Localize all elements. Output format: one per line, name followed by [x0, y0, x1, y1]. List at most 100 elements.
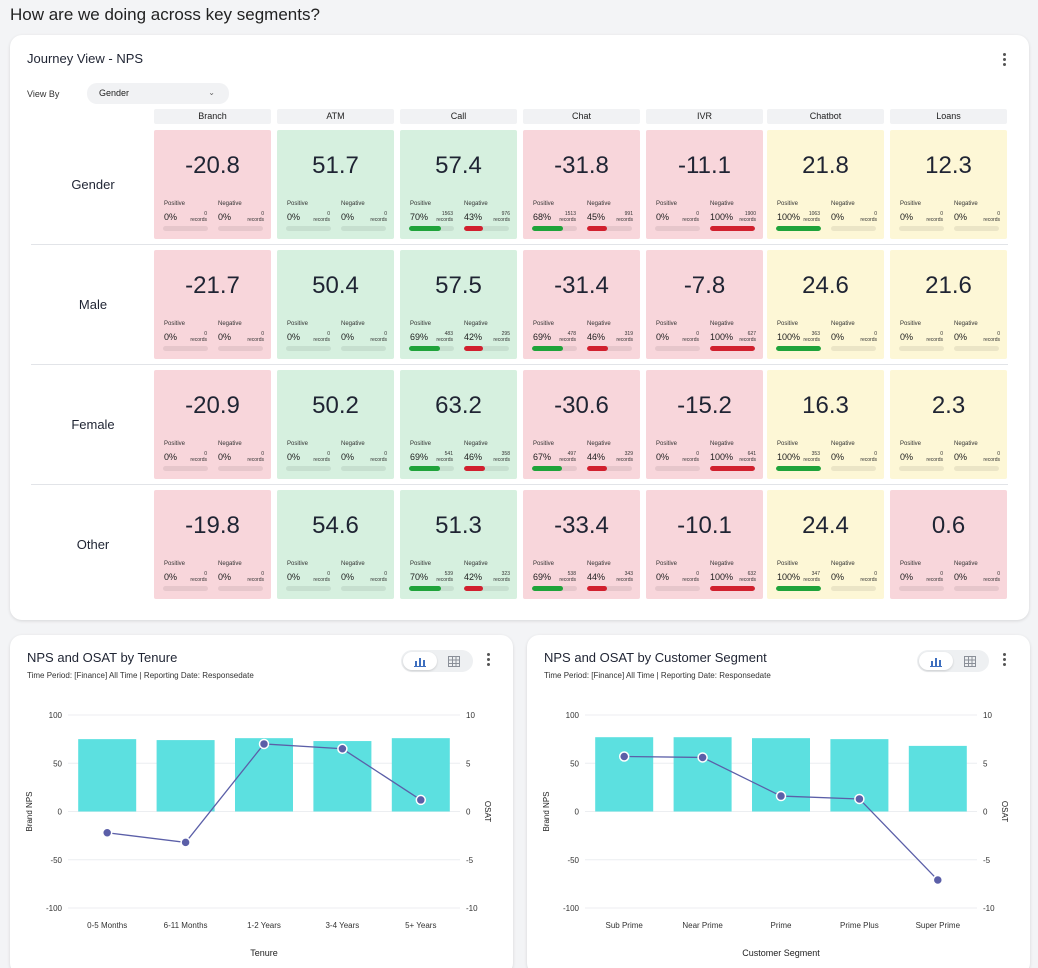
nps-cell-gender-atm[interactable]: 51.7 Positive Negative 0% 0 records 0% 0 records: [277, 130, 394, 239]
positive-percent: 0%: [900, 572, 914, 582]
records-label: records: [739, 457, 756, 463]
negative-records: 358 records: [486, 451, 510, 463]
nps-cell-other-ivr[interactable]: -10.1 Positive Negative 0% 0 records 100% 632 re…: [646, 490, 763, 599]
nps-cell-other-chat[interactable]: -33.4 Positive Negative 69% 538 records 44% 343…: [523, 490, 640, 599]
positive-records-count: 478: [567, 331, 576, 337]
records-label: records: [860, 457, 877, 463]
y2-tick-label: 0: [983, 808, 988, 817]
negative-percent: 0%: [218, 212, 232, 222]
positive-label: Positive: [287, 201, 309, 207]
records-label: records: [616, 217, 633, 223]
negative-progress-bar: [464, 226, 509, 231]
positive-progress-bar: [286, 466, 331, 471]
journey-more-options-icon[interactable]: [997, 51, 1011, 69]
positive-records-count: 0: [940, 331, 943, 337]
records-label: records: [493, 217, 510, 223]
nps-cell-other-chatbot[interactable]: 24.4 Positive Negative 100% 347 records 0% 0 rec…: [767, 490, 884, 599]
negative-percent: 100%: [710, 212, 734, 222]
records-label: records: [803, 217, 820, 223]
nps-cell-gender-chatbot[interactable]: 21.8 Positive Negative 100% 1063 records 0% 0 re…: [767, 130, 884, 239]
negative-records-count: 319: [624, 331, 633, 337]
negative-label: Negative: [710, 441, 734, 447]
nps-value: 57.4: [435, 152, 482, 179]
nps-cell-other-loans[interactable]: 0.6 Positive Negative 0% 0 records 0% 0 records: [890, 490, 1007, 599]
nps-cell-female-loans[interactable]: 2.3 Positive Negative 0% 0 records 0% 0 records: [890, 370, 1007, 479]
table-icon[interactable]: [953, 652, 987, 670]
column-header-chat: Chat: [523, 109, 640, 124]
positive-progress-bar: [655, 226, 700, 231]
positive-progress-bar: [163, 466, 208, 471]
positive-records-count: 0: [204, 451, 207, 457]
positive-percent: 69%: [533, 332, 552, 342]
records-label: records: [682, 457, 699, 463]
bar-chart-icon[interactable]: [403, 652, 437, 670]
positive-label: Positive: [656, 441, 678, 447]
x-tick-label: 3-4 Years: [325, 921, 359, 930]
bar-chart-icon[interactable]: [919, 652, 953, 670]
nps-value: -19.8: [185, 512, 240, 539]
negative-records-count: 295: [501, 331, 510, 337]
negative-records: 627 records: [732, 331, 756, 343]
negative-records: 991 records: [609, 211, 633, 223]
nps-cell-gender-chat[interactable]: -31.8 Positive Negative 68% 1513 records 45% 99…: [523, 130, 640, 239]
y-tick-label: 100: [49, 711, 63, 720]
nps-cell-other-call[interactable]: 51.3 Positive Negative 70% 539 records 42% 323 r…: [400, 490, 517, 599]
positive-progress-bar: [532, 226, 577, 231]
positive-records: 0 records: [183, 451, 207, 463]
positive-percent: 70%: [410, 212, 429, 222]
nps-value: 51.7: [312, 152, 359, 179]
nps-cell-female-branch[interactable]: -20.9 Positive Negative 0% 0 records 0% 0 record…: [154, 370, 271, 479]
x-tick-label: 1-2 Years: [247, 921, 281, 930]
nps-value: -20.9: [185, 392, 240, 419]
positive-records: 0 records: [675, 571, 699, 583]
column-header-ivr: IVR: [646, 109, 763, 124]
negative-records: 0 records: [363, 331, 387, 343]
tenure-more-options-icon[interactable]: [481, 651, 495, 669]
nps-cell-male-call[interactable]: 57.5 Positive Negative 69% 483 records 42% 295 r…: [400, 250, 517, 359]
nps-value: 24.4: [802, 512, 849, 539]
negative-records-count: 0: [384, 451, 387, 457]
records-label: records: [926, 577, 943, 583]
nps-cell-gender-call[interactable]: 57.4 Positive Negative 70% 1563 records 43% 976…: [400, 130, 517, 239]
y-axis-label: Brand NPS: [25, 791, 34, 831]
nps-cell-female-atm[interactable]: 50.2 Positive Negative 0% 0 records 0% 0 records: [277, 370, 394, 479]
table-icon[interactable]: [437, 652, 471, 670]
nps-cell-male-branch[interactable]: -21.7 Positive Negative 0% 0 records 0% 0 record…: [154, 250, 271, 359]
positive-percent: 67%: [533, 452, 552, 462]
records-label: records: [493, 337, 510, 343]
negative-label: Negative: [954, 441, 978, 447]
nps-cell-male-atm[interactable]: 50.4 Positive Negative 0% 0 records 0% 0 records: [277, 250, 394, 359]
nps-cell-female-chatbot[interactable]: 16.3 Positive Negative 100% 353 records 0% 0 rec…: [767, 370, 884, 479]
records-label: records: [739, 337, 756, 343]
negative-records: 1900 records: [732, 211, 756, 223]
nps-cell-male-chatbot[interactable]: 24.6 Positive Negative 100% 363 records 0% 0 rec…: [767, 250, 884, 359]
negative-progress-bar: [587, 226, 632, 231]
nps-cell-gender-branch[interactable]: -20.8 Positive Negative 0% 0 records 0% 0 record…: [154, 130, 271, 239]
nps-cell-gender-loans[interactable]: 12.3 Positive Negative 0% 0 records 0% 0 records: [890, 130, 1007, 239]
records-label: records: [803, 337, 820, 343]
segment-more-options-icon[interactable]: [997, 651, 1011, 669]
negative-progress-bar: [464, 346, 509, 351]
records-label: records: [926, 217, 943, 223]
nps-value: -31.8: [554, 152, 609, 179]
negative-percent: 45%: [587, 212, 606, 222]
nps-cell-male-chat[interactable]: -31.4 Positive Negative 69% 478 records 46% 319…: [523, 250, 640, 359]
nps-cell-gender-ivr[interactable]: -11.1 Positive Negative 0% 0 records 100% 1900 r…: [646, 130, 763, 239]
nps-cell-female-call[interactable]: 63.2 Positive Negative 69% 541 records 46% 358 r…: [400, 370, 517, 479]
nps-cell-male-loans[interactable]: 21.6 Positive Negative 0% 0 records 0% 0 records: [890, 250, 1007, 359]
negative-label: Negative: [341, 201, 365, 207]
view-by-select[interactable]: Gender ⌄: [87, 83, 229, 104]
negative-records-count: 0: [874, 331, 877, 337]
nps-cell-female-chat[interactable]: -30.6 Positive Negative 67% 497 records 44% 329…: [523, 370, 640, 479]
nps-cell-male-ivr[interactable]: -7.8 Positive Negative 0% 0 records 100% 627 rec…: [646, 250, 763, 359]
positive-progress-bar: [163, 346, 208, 351]
records-label: records: [803, 577, 820, 583]
negative-progress-bar: [587, 586, 632, 591]
negative-records-count: 1900: [744, 211, 756, 217]
nps-cell-female-ivr[interactable]: -15.2 Positive Negative 0% 0 records 100% 641 re…: [646, 370, 763, 479]
nps-bar: [235, 738, 293, 812]
nps-cell-other-atm[interactable]: 54.6 Positive Negative 0% 0 records 0% 0 records: [277, 490, 394, 599]
negative-label: Negative: [710, 321, 734, 327]
nps-cell-other-branch[interactable]: -19.8 Positive Negative 0% 0 records 0% 0 record…: [154, 490, 271, 599]
